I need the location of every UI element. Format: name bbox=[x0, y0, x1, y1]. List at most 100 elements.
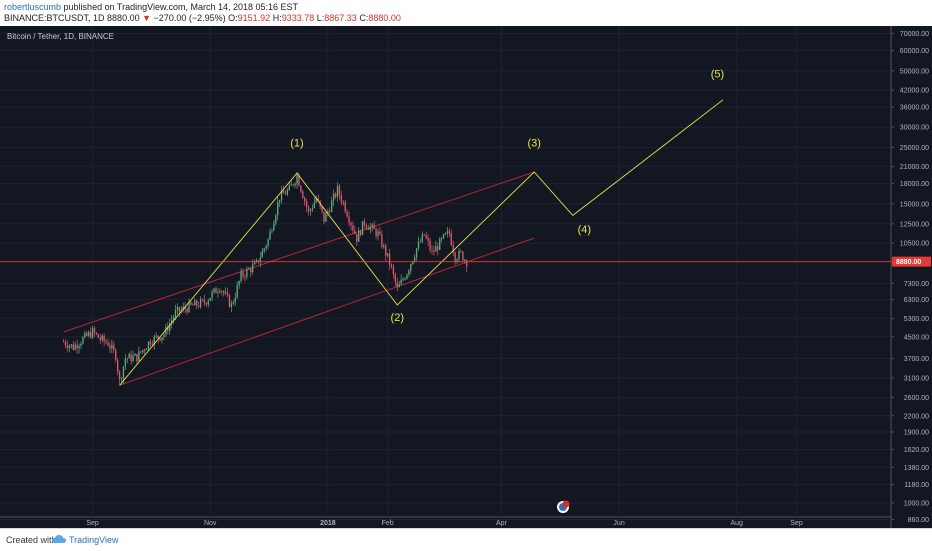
candle-body bbox=[460, 251, 462, 252]
candle-body bbox=[440, 238, 443, 239]
candle-body bbox=[462, 251, 464, 261]
candle-body bbox=[217, 292, 219, 294]
candle-body bbox=[413, 257, 416, 262]
last-price-tag-text: 8880.00 bbox=[896, 259, 921, 266]
candle-body bbox=[147, 341, 150, 349]
candle-body bbox=[309, 209, 312, 212]
candle-body bbox=[236, 285, 238, 298]
candle-body bbox=[155, 335, 157, 337]
candle-body bbox=[331, 200, 333, 212]
candle-body bbox=[458, 251, 460, 260]
price-tick-label: 30000.00 bbox=[900, 125, 929, 132]
candle-body bbox=[375, 229, 377, 237]
candle-body bbox=[350, 222, 352, 226]
price-tick-label: 18000.00 bbox=[900, 181, 929, 188]
candle-body bbox=[392, 266, 395, 275]
close-label: C: bbox=[359, 13, 369, 23]
price-axis[interactable] bbox=[891, 26, 932, 517]
price-tick-label: 6300.00 bbox=[904, 297, 929, 304]
candle-body bbox=[402, 279, 404, 281]
price-chart[interactable]: 70000.00 60000.00 50000.00 42000.00 36000.00… bbox=[0, 0, 932, 528]
candle-body bbox=[163, 334, 165, 338]
candle-body bbox=[111, 344, 113, 349]
candle-body bbox=[315, 198, 317, 203]
price-tick-label: 2200.00 bbox=[904, 413, 929, 420]
time-tick-label: Jun bbox=[613, 520, 624, 527]
candle-body bbox=[340, 195, 343, 203]
candle-body bbox=[207, 300, 209, 305]
candle-body bbox=[194, 300, 196, 306]
candle-body bbox=[365, 224, 368, 228]
candle-body bbox=[433, 250, 435, 252]
time-tick-label: Apr bbox=[496, 520, 508, 527]
time-ticks: Sep Nov 2018 Feb Apr Jun Aug Sep bbox=[86, 520, 802, 527]
candle-body bbox=[338, 185, 341, 196]
candle-body bbox=[188, 302, 190, 313]
chart-title: Bitcoin / Tether, 1D, BINANCE bbox=[7, 32, 114, 41]
candle-body bbox=[234, 297, 236, 303]
price-tick-label: 36000.00 bbox=[900, 105, 929, 112]
candle-body bbox=[323, 211, 325, 222]
tradingview-cloud-icon bbox=[52, 535, 66, 543]
candle-body bbox=[263, 248, 265, 251]
candle-body bbox=[128, 354, 130, 359]
price-tick-label: 15000.00 bbox=[900, 201, 929, 208]
candle-body bbox=[385, 245, 387, 256]
candle-body bbox=[336, 185, 339, 197]
time-tick-label: 2018 bbox=[320, 520, 336, 527]
price-tick-label: 1180.00 bbox=[904, 482, 929, 489]
plot-area[interactable] bbox=[0, 26, 891, 517]
candle-body bbox=[161, 337, 163, 341]
candle-body bbox=[435, 246, 437, 252]
candle-body bbox=[466, 260, 468, 267]
candle-body bbox=[371, 224, 373, 227]
candle-body bbox=[145, 348, 148, 351]
candle-body bbox=[101, 335, 103, 341]
close-value: 8880.00 bbox=[368, 13, 401, 23]
tradingview-link[interactable]: TradingView bbox=[69, 535, 119, 545]
candle-body bbox=[442, 234, 445, 239]
candle-body bbox=[342, 202, 344, 203]
candle-body bbox=[136, 353, 138, 362]
candle-body bbox=[203, 299, 206, 304]
candle-body bbox=[78, 345, 80, 349]
candle-body bbox=[62, 341, 65, 343]
candle-body bbox=[86, 332, 88, 336]
elliott-wave-drawing[interactable] bbox=[119, 99, 724, 386]
candle-body bbox=[358, 230, 360, 242]
candle-body bbox=[219, 291, 221, 293]
candle-body bbox=[354, 230, 356, 234]
change-text: −270.00 (−2.95%) bbox=[153, 13, 226, 23]
candle-body bbox=[400, 279, 402, 285]
candle-body bbox=[93, 328, 96, 333]
candle-body bbox=[255, 260, 258, 262]
price-tick-label: 3100.00 bbox=[904, 375, 929, 382]
candle-body bbox=[240, 271, 242, 282]
candle-body bbox=[317, 198, 319, 201]
candle-body bbox=[143, 349, 146, 351]
time-axis[interactable] bbox=[0, 517, 932, 528]
candle-body bbox=[275, 215, 277, 224]
candle-body bbox=[209, 297, 211, 301]
candle-body bbox=[103, 335, 105, 342]
candle-body bbox=[66, 345, 69, 349]
candle-body bbox=[427, 238, 429, 242]
candle-body bbox=[259, 257, 262, 263]
candle-body bbox=[437, 246, 439, 250]
author-link[interactable]: robertluscumb bbox=[4, 2, 62, 12]
created-with-text: Created with bbox=[6, 535, 57, 545]
candle-body bbox=[307, 207, 310, 212]
candle-body bbox=[444, 233, 447, 235]
high-value: 9333.78 bbox=[281, 13, 315, 23]
footer-bar: Created with TradingView bbox=[0, 528, 932, 551]
candle-body bbox=[120, 378, 123, 380]
candle-body bbox=[311, 207, 314, 210]
tradingview-badge-icon bbox=[557, 500, 570, 513]
price-tick-label: 3700.00 bbox=[904, 356, 929, 363]
candle-body bbox=[246, 269, 248, 277]
candle-body bbox=[138, 351, 140, 362]
candle-body bbox=[277, 202, 279, 216]
candle-body bbox=[273, 223, 275, 231]
candle-body bbox=[296, 175, 298, 184]
price-tick-label: 1620.00 bbox=[904, 447, 929, 454]
